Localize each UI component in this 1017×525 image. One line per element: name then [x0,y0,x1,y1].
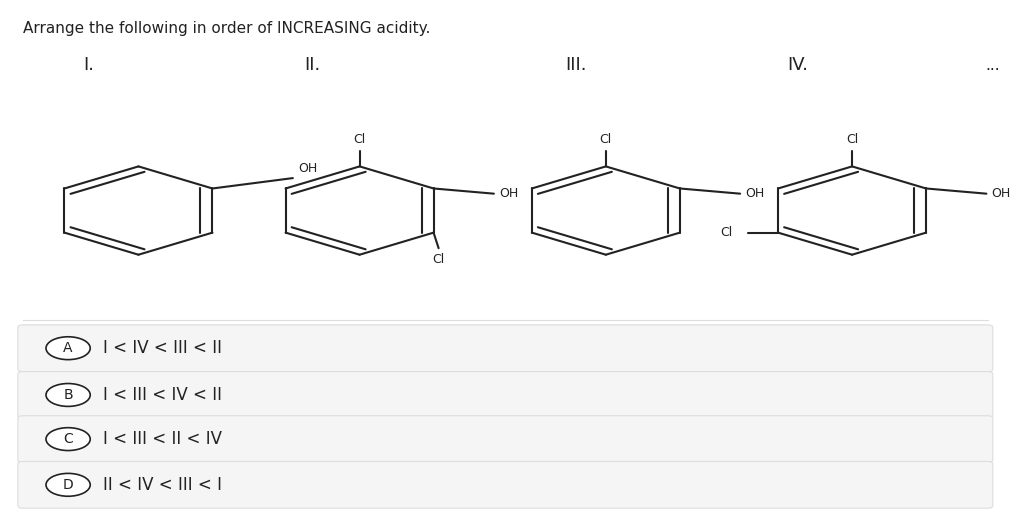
Text: I < III < IV < II: I < III < IV < II [104,386,223,404]
Text: OH: OH [745,187,765,200]
Text: ...: ... [985,58,1000,72]
Text: A: A [63,341,73,355]
Text: I < IV < III < II: I < IV < III < II [104,339,223,357]
Text: OH: OH [992,187,1011,200]
Text: I < III < II < IV: I < III < II < IV [104,430,223,448]
Text: Cl: Cl [354,133,366,145]
FancyBboxPatch shape [18,372,993,418]
Text: I.: I. [83,56,95,74]
Circle shape [46,384,91,406]
Text: II.: II. [304,56,320,74]
Text: Arrange the following in order of INCREASING acidity.: Arrange the following in order of INCREA… [22,21,430,36]
Text: IV.: IV. [787,56,807,74]
Text: Cl: Cl [846,133,858,145]
Text: B: B [63,388,73,402]
Text: II < IV < III < I: II < IV < III < I [104,476,223,494]
Text: OH: OH [499,187,519,200]
FancyBboxPatch shape [18,461,993,508]
Text: Cl: Cl [721,226,733,239]
Circle shape [46,337,91,360]
Text: Cl: Cl [600,133,612,145]
Text: D: D [63,478,73,492]
FancyBboxPatch shape [18,325,993,372]
Circle shape [46,428,91,450]
Text: C: C [63,432,73,446]
Circle shape [46,474,91,496]
Text: OH: OH [298,163,317,175]
Text: Cl: Cl [432,254,444,266]
FancyBboxPatch shape [18,416,993,463]
Text: III.: III. [565,56,587,74]
